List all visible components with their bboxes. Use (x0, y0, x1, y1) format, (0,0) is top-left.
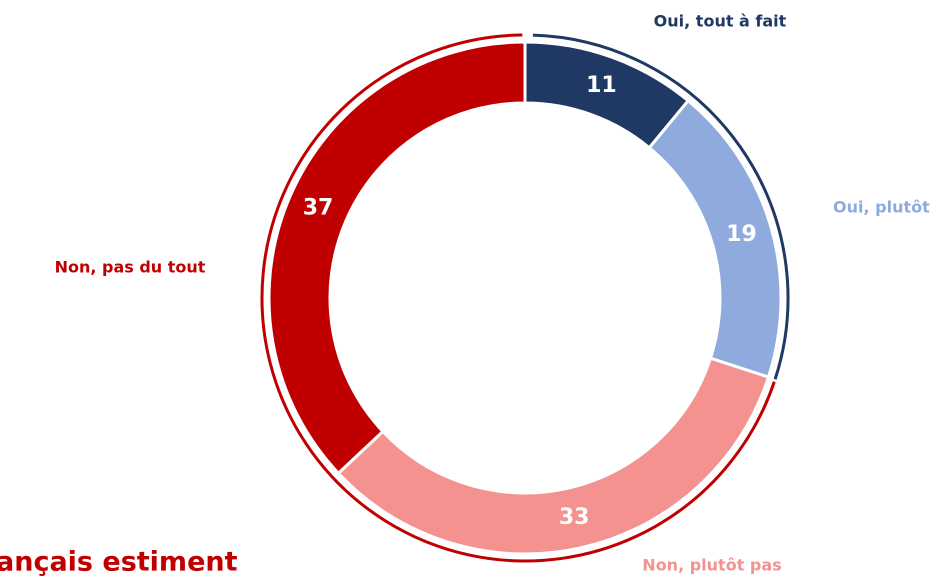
donut-segment (647, 98, 783, 379)
title-fragment: ançais estiment (0, 547, 238, 578)
value-label: 33 (559, 505, 590, 530)
group-arc (260, 33, 776, 563)
category-label: Oui, tout à fait (654, 12, 787, 31)
category-label: Oui, plutôt (833, 198, 930, 217)
donut-segment (267, 40, 527, 476)
donut-segment (336, 356, 771, 556)
value-label: 11 (586, 73, 617, 98)
value-label: 19 (726, 222, 757, 247)
category-label: Non, plutôt pas (642, 556, 781, 575)
category-label: Non, pas du tout (55, 258, 206, 277)
value-label: 37 (303, 195, 334, 220)
group-arc (532, 33, 790, 380)
